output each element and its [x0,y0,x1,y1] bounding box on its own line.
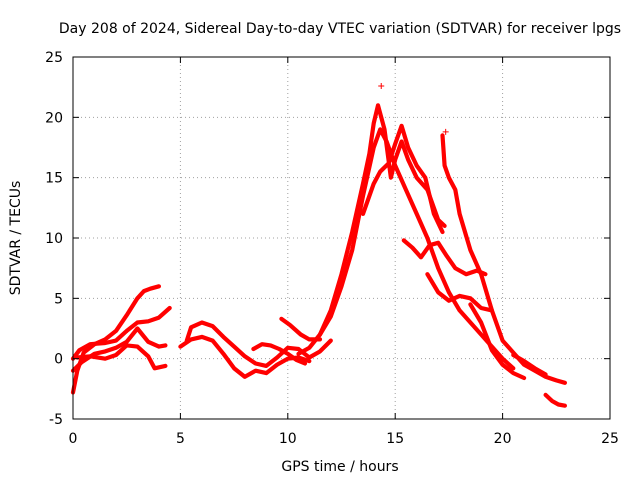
series-track-17 [543,392,568,408]
gridlines [73,57,610,419]
x-tick-label: 25 [601,431,619,447]
outlier-point [442,128,449,135]
series-track-2 [70,305,172,361]
series-track-4 [75,343,168,371]
series-track-11 [360,123,445,235]
x-tick-label: 15 [386,431,404,447]
x-tick-label: 10 [279,431,297,447]
series-track-12 [440,133,568,385]
x-tick-label: 0 [69,431,78,447]
series-track-14 [425,272,494,313]
data-series [70,82,568,408]
series-track-10 [317,103,447,337]
series-track-6 [178,334,312,379]
x-tick-label: 5 [176,431,185,447]
series-track-16 [511,352,548,377]
y-tick-label: 10 [45,231,63,247]
y-tick-label: 20 [45,110,63,126]
series-track-8 [279,316,323,342]
series-track-7 [251,342,308,366]
y-tick-label: -5 [49,412,63,428]
chart-title: Day 208 of 2024, Sidereal Day-to-day VTE… [59,21,621,37]
y-tick-label: 0 [54,352,63,368]
axis-ticks: 0 5 10 15 20 25 -5 0 5 10 15 20 25 [45,50,619,447]
y-tick-label: 5 [54,291,63,307]
x-axis-label: GPS time / hours [281,459,398,475]
outlier-point [378,82,385,89]
series-track-5 [184,320,333,368]
series-track-9 [296,127,516,371]
x-tick-label: 20 [494,431,512,447]
y-tick-label: 15 [45,171,63,187]
y-tick-label: 25 [45,50,63,66]
y-axis-label: SDTVAR / TECUs [8,181,24,296]
series-track-13 [401,238,488,277]
series-track-15 [468,302,527,381]
